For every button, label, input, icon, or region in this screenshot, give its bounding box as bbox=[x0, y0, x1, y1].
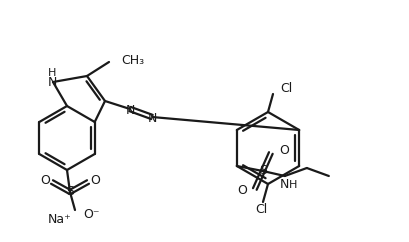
Text: S: S bbox=[258, 165, 266, 177]
Text: CH₃: CH₃ bbox=[121, 53, 144, 67]
Text: Na⁺: Na⁺ bbox=[48, 213, 72, 227]
Text: O: O bbox=[40, 174, 50, 188]
Text: O: O bbox=[90, 174, 100, 188]
Text: H: H bbox=[48, 68, 56, 78]
Text: Cl: Cl bbox=[279, 82, 292, 94]
Text: S: S bbox=[66, 186, 74, 198]
Text: O: O bbox=[236, 184, 246, 197]
Text: O⁻: O⁻ bbox=[83, 209, 99, 221]
Text: O: O bbox=[278, 144, 288, 158]
Text: N: N bbox=[279, 179, 289, 191]
Text: N: N bbox=[47, 76, 56, 89]
Text: Cl: Cl bbox=[254, 204, 267, 217]
Text: N: N bbox=[147, 112, 156, 124]
Text: H: H bbox=[288, 180, 296, 190]
Text: N: N bbox=[125, 104, 135, 116]
